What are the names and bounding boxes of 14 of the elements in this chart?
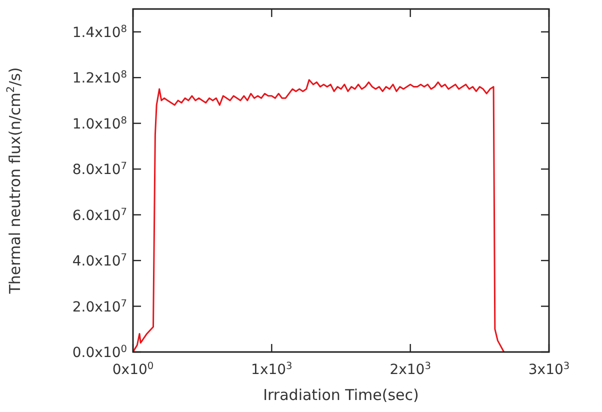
y-tick-label: 1.0x10$^{8}$ — [72, 114, 127, 132]
y-tick-label: 2.0x10$^{7}$ — [72, 298, 127, 316]
y-tick-label: 8.0x10$^{7}$ — [72, 160, 127, 178]
y-tick-label: 1.2x10$^{8}$ — [72, 69, 127, 87]
line-series — [133, 79, 505, 352]
x-tick-label: 2x10$^{3}$ — [390, 360, 431, 378]
x-tick-label: 1x10$^{3}$ — [251, 360, 292, 378]
y-tick-label: 1.4x10$^{8}$ — [72, 23, 127, 41]
y-tick-label: 6.0x10$^{7}$ — [72, 206, 127, 224]
y-tick-label: 0.0x10$^{0}$ — [72, 344, 127, 361]
y-tick-label: 4.0x10$^{7}$ — [72, 252, 127, 270]
x-tick-label: 0x10$^{0}$ — [112, 360, 154, 378]
x-tick-label: 3x10$^{3}$ — [528, 360, 570, 378]
x-axis-title: Irradiation Time(sec) — [263, 386, 419, 404]
